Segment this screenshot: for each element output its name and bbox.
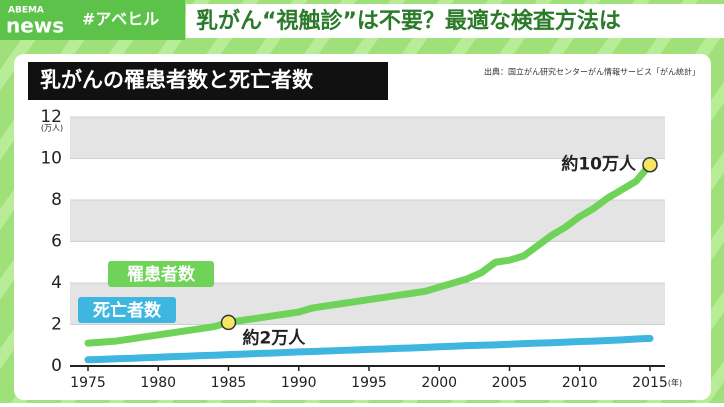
grid-band <box>70 117 665 159</box>
y-unit: (万人) <box>41 124 63 133</box>
annotation-marker <box>220 314 237 331</box>
y-tick-label: 12 <box>40 107 62 127</box>
x-tick-label: 1980 <box>140 375 176 391</box>
x-tick-label: 1990 <box>281 375 317 391</box>
series-line <box>84 334 654 364</box>
chart-title: 乳がんの罹患者数と死亡者数 <box>40 68 314 92</box>
x-tick-label: 2005 <box>492 375 528 391</box>
title-box <box>28 62 388 100</box>
y-tick-label: 8 <box>51 190 62 210</box>
y-tick-label: 6 <box>51 232 62 252</box>
x-tick-label: 1975 <box>70 375 106 391</box>
headline-bar <box>186 4 724 38</box>
annotation: 約2万人 <box>243 327 307 348</box>
x-unit: (年) <box>668 378 682 388</box>
y-tick-label: 2 <box>51 315 62 335</box>
grid-band <box>70 200 665 242</box>
y-tick-label: 10 <box>40 149 62 169</box>
series-line <box>84 161 654 347</box>
x-tick-label: 2010 <box>562 375 598 391</box>
logo-area <box>0 0 185 40</box>
legend-label: 死亡者数 <box>93 300 162 321</box>
source: 出典：国立がん研究センターがん情報サービス「がん統計」 <box>484 67 700 77</box>
y-tick-label: 0 <box>51 356 62 376</box>
legend-tag <box>108 261 214 287</box>
logo: news <box>6 14 64 38</box>
x-tick-label: 1995 <box>351 375 387 391</box>
y-tick-label: 4 <box>51 273 62 293</box>
logo-top: ABEMA <box>8 6 44 16</box>
legend-tag <box>78 297 176 323</box>
x-tick-label: 1985 <box>211 375 247 391</box>
x-tick-label: 2000 <box>421 375 457 391</box>
annotation: 約10万人 <box>561 154 637 175</box>
headline: 乳がん“視触診”は不要？最適な検査方法は <box>196 8 621 34</box>
legend-label: 罹患者数 <box>127 264 196 285</box>
plot: 0 2 4 6 8 10 12(万人) 1975 1980 1985 1990 1995 2000 200… <box>40 107 682 391</box>
x-tick-label: 2015 <box>632 375 668 391</box>
annotation-marker <box>642 156 658 173</box>
hashtag: #アベヒル <box>82 10 159 29</box>
